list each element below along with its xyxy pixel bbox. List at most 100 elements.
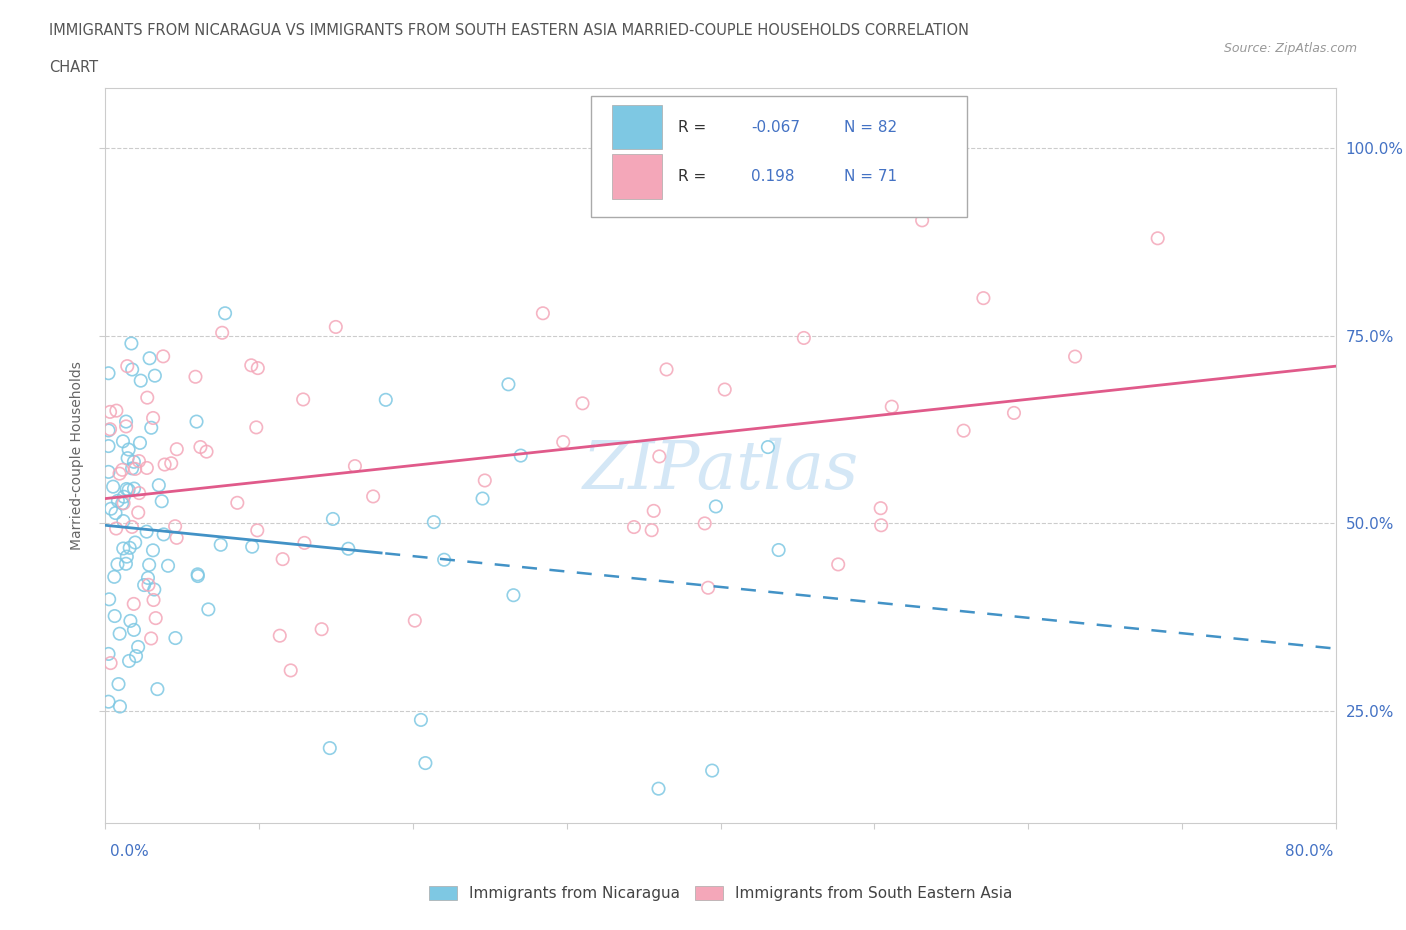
Point (125, 648, 148, 663)
Point (880, 399, 903, 414)
Point (143, 582, 166, 597)
Point (115, 550, 138, 565)
Point (294, 536, 316, 551)
Point (97, 439, 120, 454)
Point (952, 423, 974, 438)
Point (361, 489, 384, 504)
Point (134, 578, 156, 592)
Text: ZIPatlas: ZIPatlas (582, 438, 859, 503)
Point (160, 456, 183, 471)
Point (105, 404, 128, 418)
Point (128, 485, 150, 500)
Point (166, 530, 188, 545)
Point (648, 449, 671, 464)
Point (141, 420, 163, 435)
Point (103, 569, 125, 584)
Point (105, 521, 128, 536)
Point (214, 306, 236, 321)
Point (1064, 349, 1087, 364)
Point (145, 611, 167, 626)
Point (117, 359, 139, 374)
Point (245, 420, 267, 435)
Point (246, 361, 269, 376)
Point (111, 434, 134, 449)
Point (138, 351, 160, 365)
Point (98, 405, 121, 419)
Point (623, 520, 645, 535)
Point (135, 525, 157, 539)
Point (104, 506, 127, 521)
Point (246, 523, 269, 538)
Point (124, 535, 146, 550)
Point (108, 626, 131, 641)
Point (120, 614, 142, 629)
Point (1002, 405, 1025, 420)
Point (143, 368, 166, 383)
Point (1146, 231, 1168, 246)
Point (186, 414, 208, 429)
Point (211, 326, 233, 340)
Point (136, 570, 159, 585)
Point (827, 557, 849, 572)
Point (139, 631, 162, 646)
Point (100, 656, 122, 671)
Point (117, 451, 139, 466)
Point (240, 358, 263, 373)
Point (118, 654, 141, 669)
Point (474, 473, 496, 488)
Point (325, 320, 347, 335)
Point (409, 712, 432, 727)
FancyBboxPatch shape (613, 105, 662, 150)
Point (142, 543, 165, 558)
Point (97, 695, 120, 710)
Point (122, 481, 145, 496)
Point (404, 613, 426, 628)
Point (97, 365, 120, 380)
Point (184, 369, 207, 384)
Point (129, 435, 152, 450)
Point (97, 646, 120, 661)
Point (209, 538, 232, 552)
Point (153, 458, 176, 472)
Point (136, 391, 159, 405)
Point (121, 520, 143, 535)
Point (104, 608, 127, 623)
Point (118, 540, 141, 555)
Point (97, 423, 120, 438)
Point (187, 567, 209, 582)
Point (127, 640, 149, 655)
Point (226, 496, 249, 511)
Point (643, 503, 665, 518)
Point (502, 588, 524, 603)
Point (122, 622, 145, 637)
Point (870, 518, 893, 533)
Point (157, 558, 180, 573)
Point (713, 382, 735, 397)
Point (135, 460, 157, 475)
Point (148, 478, 170, 493)
Point (120, 336, 142, 351)
Point (142, 410, 165, 425)
Text: 0.0%: 0.0% (110, 844, 149, 859)
Point (111, 462, 134, 477)
Point (112, 513, 135, 528)
Point (433, 552, 456, 567)
Point (647, 781, 669, 796)
Point (138, 578, 160, 592)
FancyBboxPatch shape (592, 96, 967, 217)
Point (146, 682, 169, 697)
Text: N = 71: N = 71 (844, 169, 897, 184)
Point (165, 631, 187, 645)
Point (152, 527, 174, 542)
FancyBboxPatch shape (613, 154, 662, 199)
Point (98, 422, 121, 437)
Point (471, 491, 494, 506)
Text: Source: ZipAtlas.com: Source: ZipAtlas.com (1223, 42, 1357, 55)
Point (108, 466, 131, 481)
Point (311, 622, 333, 637)
Text: R =: R = (678, 120, 710, 135)
Point (911, 213, 934, 228)
Point (972, 291, 994, 306)
Point (319, 740, 342, 755)
Point (793, 330, 815, 345)
